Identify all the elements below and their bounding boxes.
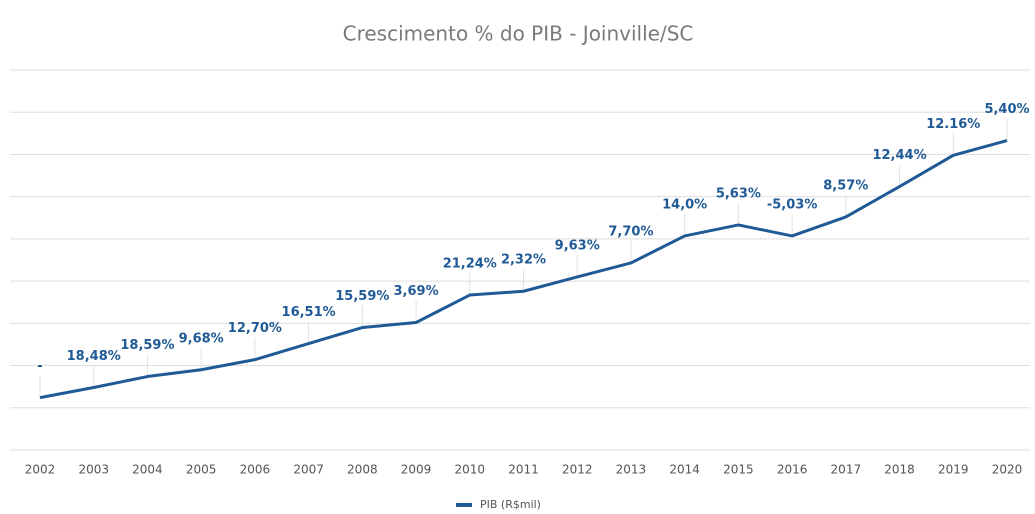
data-label: 5,63%: [716, 186, 761, 201]
x-tick-label: 2019: [938, 463, 969, 477]
x-tick-label: 2011: [508, 463, 539, 477]
x-tick-label: 2007: [293, 463, 324, 477]
x-tick-label: 2006: [240, 463, 271, 477]
data-label: -: [37, 359, 42, 374]
x-tick-label: 2004: [132, 463, 163, 477]
x-tick-label: 2016: [777, 463, 808, 477]
data-label: 18,48%: [67, 349, 121, 364]
data-label: 14,0%: [662, 197, 707, 212]
data-label: 12,70%: [228, 321, 282, 336]
x-tick-label: 2005: [186, 463, 217, 477]
data-label: 9,68%: [179, 331, 224, 346]
x-tick-label: 2009: [401, 463, 432, 477]
data-label: 16,51%: [282, 305, 336, 320]
x-tick-label: 2014: [669, 463, 700, 477]
data-label: 12,44%: [872, 148, 926, 163]
legend-swatch: [456, 503, 472, 507]
data-label: 12.16%: [926, 117, 980, 132]
series-line: [39, 139, 1008, 400]
x-tick-label: 2010: [455, 463, 486, 477]
x-tick-label: 2018: [884, 463, 915, 477]
data-label: 8,57%: [823, 178, 868, 193]
x-tick-label: 2013: [616, 463, 647, 477]
data-label: 9,63%: [555, 238, 600, 253]
x-tick-label: 2017: [831, 463, 862, 477]
data-label: 5,40%: [984, 102, 1029, 117]
data-label: -5,03%: [767, 197, 818, 212]
data-label: 7,70%: [608, 224, 653, 239]
data-label: 18,59%: [120, 338, 174, 353]
x-tick-label: 2008: [347, 463, 378, 477]
x-tick-label: 2003: [78, 463, 109, 477]
x-tick-label: 2002: [25, 463, 56, 477]
x-tick-label: 2020: [992, 463, 1023, 477]
data-label: 2,32%: [501, 253, 546, 268]
data-label: 3,69%: [394, 284, 439, 299]
x-tick-label: 2015: [723, 463, 754, 477]
chart-title: Crescimento % do PIB - Joinville/SC: [343, 22, 694, 46]
x-tick-label: 2012: [562, 463, 593, 477]
data-label: 15,59%: [335, 289, 389, 304]
data-label: 21,24%: [443, 257, 497, 272]
legend-label: PIB (R$mil): [480, 498, 541, 511]
